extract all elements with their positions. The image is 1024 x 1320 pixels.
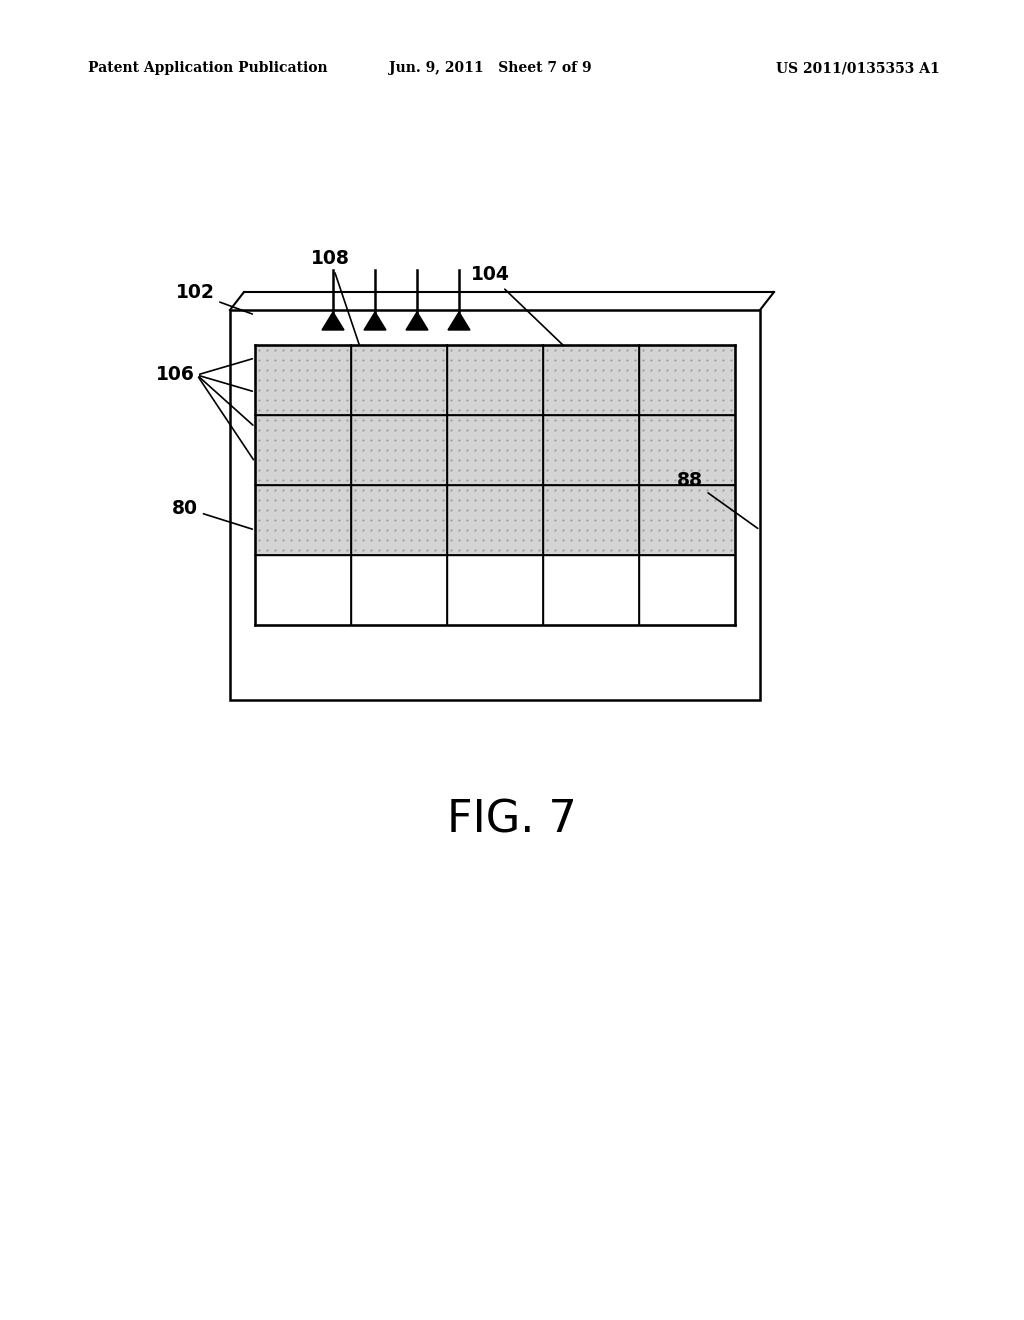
Bar xyxy=(447,554,543,624)
Text: 108: 108 xyxy=(310,248,359,345)
Bar xyxy=(639,414,735,484)
Text: 80: 80 xyxy=(172,499,252,529)
Bar xyxy=(543,554,639,624)
Bar xyxy=(351,414,447,484)
Bar xyxy=(351,484,447,554)
Bar xyxy=(639,484,735,554)
Bar xyxy=(255,554,351,624)
Bar xyxy=(543,345,639,414)
Polygon shape xyxy=(406,312,428,330)
Text: 106: 106 xyxy=(156,366,195,384)
Text: 104: 104 xyxy=(471,265,563,345)
Bar xyxy=(447,345,543,414)
Bar xyxy=(639,345,735,414)
Bar xyxy=(255,484,351,554)
Bar xyxy=(447,484,543,554)
Polygon shape xyxy=(364,312,386,330)
Text: 88: 88 xyxy=(677,470,758,528)
Text: US 2011/0135353 A1: US 2011/0135353 A1 xyxy=(776,61,940,75)
Bar xyxy=(230,310,760,700)
Bar xyxy=(351,554,447,624)
Text: 102: 102 xyxy=(175,284,252,314)
Bar xyxy=(255,345,351,414)
Bar xyxy=(447,414,543,484)
Bar xyxy=(255,414,351,484)
Text: Jun. 9, 2011   Sheet 7 of 9: Jun. 9, 2011 Sheet 7 of 9 xyxy=(389,61,591,75)
Text: FIG. 7: FIG. 7 xyxy=(447,799,577,842)
Polygon shape xyxy=(322,312,344,330)
Bar xyxy=(543,484,639,554)
Polygon shape xyxy=(449,312,470,330)
Bar xyxy=(351,345,447,414)
Bar xyxy=(543,414,639,484)
Bar xyxy=(639,554,735,624)
Text: Patent Application Publication: Patent Application Publication xyxy=(88,61,328,75)
